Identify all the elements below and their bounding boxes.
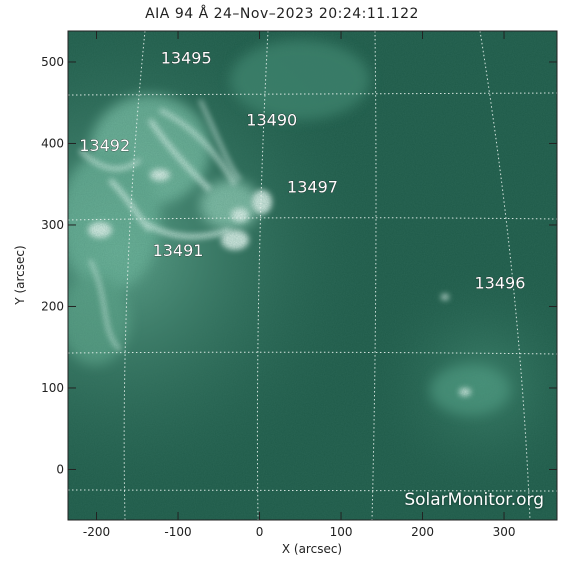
heliographic-grid [68, 31, 557, 520]
y-tick-label: 400 [41, 136, 64, 150]
y-tick-label: 200 [41, 299, 64, 313]
x-tick-label: 300 [493, 525, 516, 539]
y-tick-label: 500 [41, 55, 64, 69]
solar-disk-image [68, 31, 557, 520]
active-region-labels: 13495 13490 13492 13497 13491 13496 [79, 48, 526, 293]
x-axis-label: X (arcsec) [282, 542, 342, 556]
y-axis-label: Y (arcsec) [13, 245, 27, 305]
x-tick-label: 0 [256, 525, 264, 539]
active-region-label-13491: 13491 [153, 241, 204, 260]
watermark-logo: SolarMonitor.org [404, 490, 544, 510]
axis-ticks: -200 -100 0 100 200 300 0 100 200 300 400 500 [41, 31, 557, 539]
y-tick-label: 0 [56, 462, 64, 476]
active-region-label-13492: 13492 [79, 136, 130, 155]
active-region-label-13496: 13496 [474, 274, 525, 293]
y-tick-label: 300 [41, 218, 64, 232]
y-tick-label: 100 [41, 381, 64, 395]
x-tick-label: 100 [330, 525, 353, 539]
x-tick-label: -200 [83, 525, 110, 539]
image-title: AIA 94 Å 24–Nov–2023 20:24:11.122 [145, 6, 419, 22]
x-tick-label: -100 [164, 525, 191, 539]
plot-frame [67, 30, 558, 521]
active-region-label-13495: 13495 [161, 49, 212, 68]
active-region-label-13490: 13490 [246, 111, 297, 130]
active-region-label-13497: 13497 [287, 177, 338, 196]
x-tick-label: 200 [411, 525, 434, 539]
